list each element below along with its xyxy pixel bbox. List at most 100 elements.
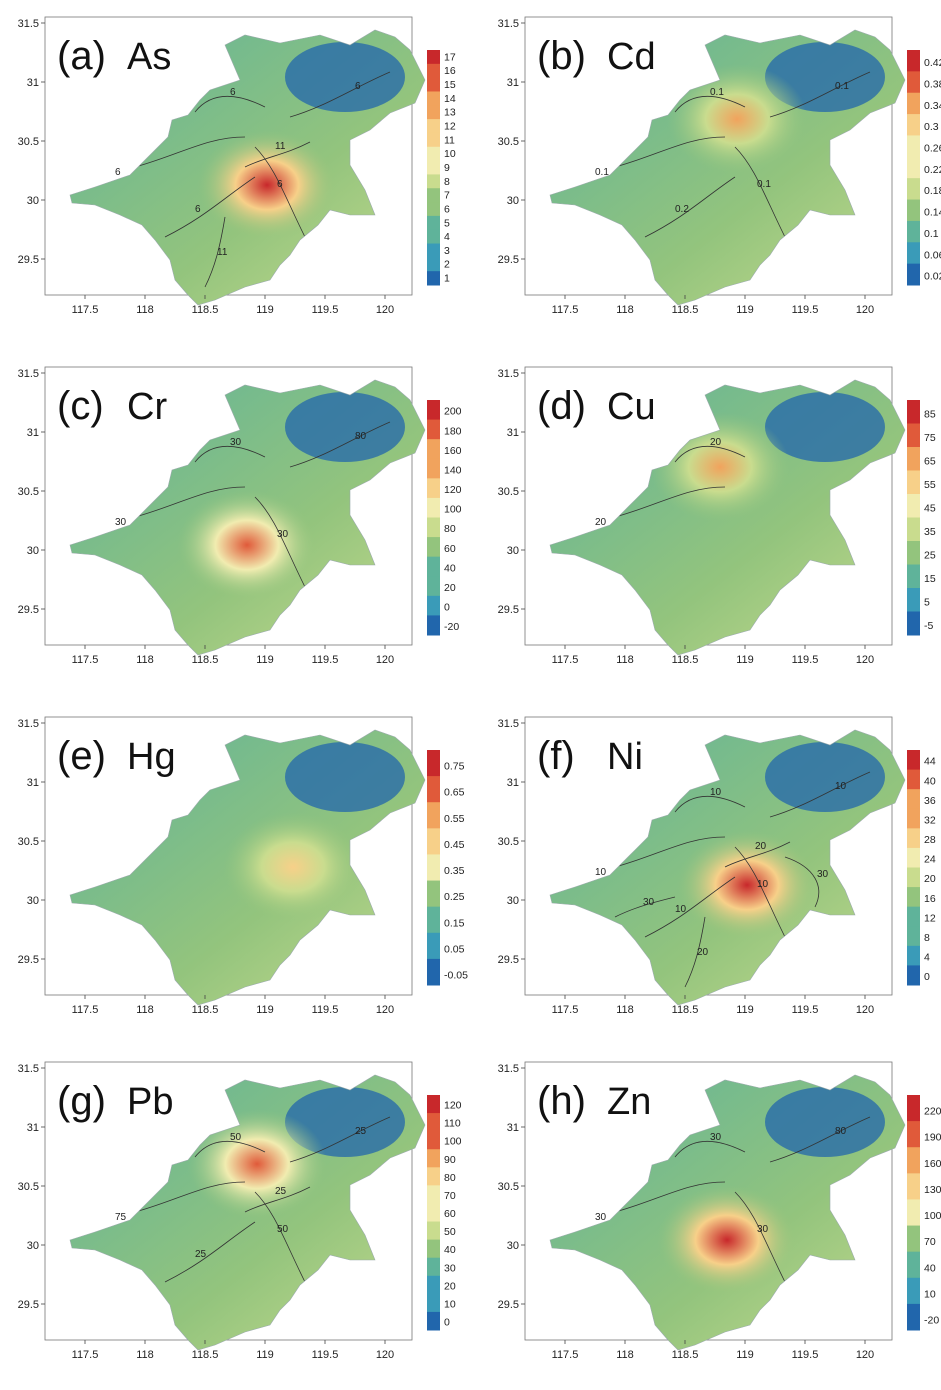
colorbar-label: 60 xyxy=(444,543,456,555)
contour-label: 80 xyxy=(835,1126,847,1137)
colorbar-swatch xyxy=(907,1199,920,1227)
contour-label: 20 xyxy=(710,437,722,448)
region-boundary xyxy=(549,729,906,1006)
element-label: Ni xyxy=(607,736,643,778)
x-tick-label: 118 xyxy=(616,654,634,666)
contour-label: 75 xyxy=(115,1212,127,1223)
x-tick-label: 119.5 xyxy=(792,304,819,316)
contour-label: 30 xyxy=(710,1132,722,1143)
colorbar-swatch xyxy=(427,91,440,106)
contour-line xyxy=(734,1191,786,1283)
y-tick-label: 31 xyxy=(27,777,39,789)
hotspot xyxy=(197,130,337,240)
colorbar-label: 12 xyxy=(444,120,456,132)
colorbar-label: 20 xyxy=(444,582,456,594)
colorbar-swatch xyxy=(427,776,440,803)
y-tick-label: 30 xyxy=(27,895,39,907)
colorbar-label: 15 xyxy=(924,573,936,585)
colorbar-label: -0.05 xyxy=(444,969,468,981)
colorbar-label: 13 xyxy=(444,107,456,119)
colorbar-swatch xyxy=(427,1239,440,1259)
y-tick-label: 31.5 xyxy=(498,18,519,30)
colorbar-swatch xyxy=(907,447,920,471)
colorbar-swatch xyxy=(907,517,920,542)
y-tick-label: 29.5 xyxy=(18,1299,39,1311)
colorbar-label: 30 xyxy=(444,1262,456,1274)
colorbar-label: 90 xyxy=(444,1154,456,1166)
colorbar-label: 0.1 xyxy=(924,228,939,240)
colorbar-swatch xyxy=(907,828,920,849)
contour-line xyxy=(164,1221,256,1283)
colorbar-label: 0 xyxy=(444,602,450,614)
colorbar-label: 10 xyxy=(924,1288,936,1300)
contour-line xyxy=(769,1116,871,1163)
contour-line xyxy=(244,141,311,168)
x-tick-label: 119.5 xyxy=(312,1349,339,1361)
low-value-zone xyxy=(285,742,405,812)
contour-line xyxy=(194,1140,266,1158)
y-tick-label: 31 xyxy=(27,1122,39,1134)
colorbar-swatch xyxy=(427,229,440,245)
colorbar-swatch xyxy=(427,802,440,829)
contour-line xyxy=(244,1186,311,1213)
contour-line xyxy=(769,71,871,118)
colorbar-label: 0.75 xyxy=(444,761,465,773)
colorbar-swatch xyxy=(907,135,920,158)
element-label: Cr xyxy=(127,386,167,428)
contour-label: 25 xyxy=(195,1249,207,1260)
contour-line xyxy=(769,771,871,818)
colorbar-swatch xyxy=(907,588,920,612)
contour-line xyxy=(674,1140,746,1158)
colorbar-swatch xyxy=(427,1275,440,1295)
contour-line xyxy=(254,1191,306,1283)
hotspot xyxy=(187,1109,327,1219)
contour-line xyxy=(644,876,736,938)
y-tick-label: 30 xyxy=(507,195,519,207)
x-tick-label: 120 xyxy=(856,654,874,666)
colorbar-label: 0.65 xyxy=(444,787,465,799)
contour-label: 10 xyxy=(675,904,687,915)
colorbar-label: 0.3 xyxy=(924,121,939,133)
colorbar-label: 0.26 xyxy=(924,142,941,154)
colorbar-label: 1 xyxy=(444,273,450,285)
x-tick-label: 118 xyxy=(136,1349,154,1361)
colorbar-label: 80 xyxy=(444,523,456,535)
y-tick-label: 29.5 xyxy=(18,954,39,966)
contour-line xyxy=(674,445,746,463)
contour-label: 20 xyxy=(595,517,607,528)
y-tick-label: 29.5 xyxy=(18,604,39,616)
colorbar-swatch xyxy=(907,1121,920,1148)
y-tick-label: 29.5 xyxy=(498,1299,519,1311)
y-tick-label: 31 xyxy=(507,427,519,439)
contour-label: 10 xyxy=(710,787,722,798)
panel-label: (g) xyxy=(57,1079,106,1123)
colorbar-swatch xyxy=(427,517,440,538)
colorbar-swatch xyxy=(427,257,440,272)
colorbar-label: 16 xyxy=(444,65,456,77)
region-boundary xyxy=(69,1074,426,1351)
x-tick-label: 119.5 xyxy=(312,1004,339,1016)
colorbar-label: -20 xyxy=(444,621,459,633)
colorbar-swatch xyxy=(907,541,920,565)
panel-g-map: 75 50 50 25 25 25 (g) Pb 117.5 118 118.5 119 119.5 12… xyxy=(18,1061,462,1361)
x-tick-label: 118.5 xyxy=(192,304,219,316)
x-tick-label: 118.5 xyxy=(672,304,699,316)
y-tick-label: 31 xyxy=(507,777,519,789)
hotspot xyxy=(667,64,807,174)
x-tick-label: 120 xyxy=(856,1349,874,1361)
colorbar-swatch xyxy=(427,556,440,577)
colorbar-swatch xyxy=(427,50,440,65)
y-tick-label: 30.5 xyxy=(498,1181,519,1193)
colorbar-swatch xyxy=(427,537,440,558)
x-tick-label: 118 xyxy=(616,1349,634,1361)
colorbar-swatch xyxy=(907,470,920,495)
y-tick-label: 30.5 xyxy=(18,486,39,498)
contour-label: 6 xyxy=(355,81,361,92)
colorbar-swatch xyxy=(427,478,440,499)
colorbar-label: 0.38 xyxy=(924,78,941,90)
colorbar-label: 36 xyxy=(924,795,936,807)
colorbar-swatch xyxy=(907,564,920,589)
colorbar-swatch xyxy=(427,419,440,440)
x-tick-label: 120 xyxy=(856,304,874,316)
contour-line xyxy=(784,856,820,908)
